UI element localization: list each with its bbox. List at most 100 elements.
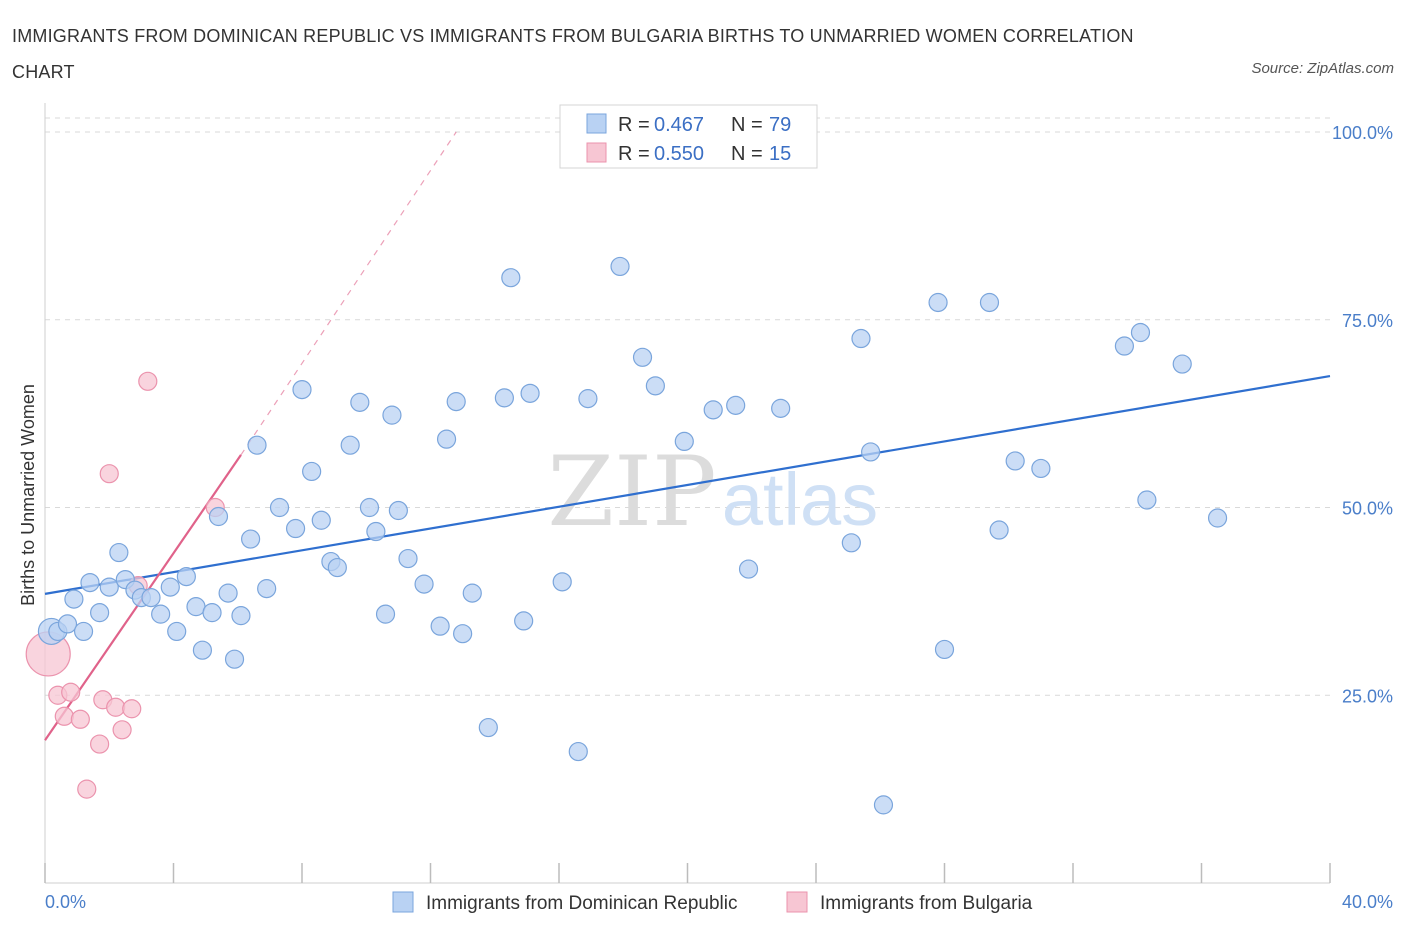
point-blue <box>292 379 312 400</box>
point-blue <box>375 604 396 624</box>
trend-line-blue <box>44 374 1331 595</box>
point-blue <box>208 506 229 527</box>
point-blue <box>610 256 630 277</box>
y-tick-label: 75.0% <box>1342 311 1393 331</box>
point-blue <box>1130 322 1151 343</box>
point-blue <box>430 616 450 636</box>
point-blue <box>186 597 206 617</box>
point-blue <box>340 435 360 455</box>
point-blue <box>382 405 402 425</box>
point-blue <box>302 461 322 482</box>
point-blue <box>192 640 213 660</box>
point-blue <box>979 292 1000 313</box>
point-pink <box>138 371 158 391</box>
point-blue <box>1207 508 1228 528</box>
point-pink <box>106 697 126 717</box>
point-blue <box>350 392 370 412</box>
series-legend-label-pink: Immigrants from Bulgaria <box>820 893 1033 914</box>
point-pink <box>54 706 74 726</box>
point-blue <box>738 559 759 579</box>
y-tick-label: 100.0% <box>1332 123 1393 143</box>
legend-r-label: R = <box>618 143 650 165</box>
y-tick-label: 50.0% <box>1342 499 1393 519</box>
point-blue <box>99 577 119 597</box>
point-blue <box>453 624 473 644</box>
point-blue <box>151 604 171 624</box>
watermark-zip: ZIP <box>547 436 716 548</box>
point-blue <box>109 542 129 563</box>
series-legend-swatch-pink <box>786 891 808 913</box>
point-blue <box>568 741 588 762</box>
point-blue <box>359 497 380 518</box>
point-blue <box>446 392 466 412</box>
point-blue <box>1137 490 1157 510</box>
stats-legend: R = 0.467 N = 79 R = 0.550 N = 15 <box>559 104 818 169</box>
point-blue <box>1172 354 1192 374</box>
axes <box>44 103 1331 884</box>
point-blue <box>64 589 84 609</box>
point-blue <box>1005 451 1025 471</box>
legend-swatch-blue <box>586 113 607 134</box>
point-blue <box>269 497 290 518</box>
series-legend-swatch-blue <box>392 891 414 913</box>
point-blue <box>478 717 498 738</box>
y-axis-label: Births to Unmarried Women <box>18 384 38 606</box>
point-blue <box>388 500 408 521</box>
point-blue <box>202 603 222 623</box>
legend-r-label: R = <box>618 114 650 136</box>
legend-n-value: 15 <box>769 143 791 165</box>
point-blue <box>771 398 791 418</box>
point-blue <box>861 442 881 462</box>
point-blue <box>80 572 100 593</box>
point-blue <box>231 606 251 626</box>
point-blue <box>462 583 482 603</box>
point-blue <box>632 347 653 367</box>
point-blue <box>989 520 1009 540</box>
point-blue <box>327 557 347 578</box>
point-blue <box>141 588 161 608</box>
data-points <box>25 256 1228 815</box>
point-blue <box>73 621 94 642</box>
point-blue <box>645 376 665 396</box>
series-legend-label-blue: Immigrants from Dominican Republic <box>426 893 738 914</box>
point-blue <box>57 614 78 634</box>
point-pink <box>70 709 90 729</box>
point-blue <box>873 795 894 815</box>
point-blue <box>726 395 746 415</box>
point-blue <box>398 548 418 569</box>
point-blue <box>501 268 521 288</box>
point-blue <box>176 566 196 587</box>
legend-r-value: 0.550 <box>654 143 704 165</box>
point-blue <box>851 328 871 349</box>
legend-swatch-pink <box>586 142 607 163</box>
legend-n-label: N = <box>731 143 763 165</box>
watermark-atlas: atlas <box>722 458 878 541</box>
point-blue <box>1031 458 1051 479</box>
chart-title: IMMIGRANTS FROM DOMINICAN REPUBLIC VS IM… <box>12 26 1134 82</box>
legend-n-value: 79 <box>769 114 791 136</box>
point-blue <box>285 518 306 539</box>
point-blue <box>414 574 434 594</box>
x-tick-label: 40.0% <box>1342 892 1393 912</box>
point-blue <box>928 292 948 313</box>
point-pink <box>90 734 110 754</box>
point-blue <box>841 533 861 553</box>
watermark: ZIP atlas <box>547 436 878 548</box>
point-blue <box>494 388 514 408</box>
point-blue <box>247 435 267 455</box>
point-pink <box>122 699 142 719</box>
y-tick-label: 25.0% <box>1342 686 1393 706</box>
point-blue <box>311 510 331 530</box>
point-blue <box>224 649 245 669</box>
point-blue <box>674 431 694 452</box>
point-blue <box>241 529 261 549</box>
point-blue <box>257 579 277 599</box>
point-blue <box>160 577 180 597</box>
point-blue <box>578 389 598 409</box>
point-blue <box>552 572 572 592</box>
point-blue <box>366 521 386 542</box>
point-blue <box>167 621 187 642</box>
point-pink <box>61 682 81 702</box>
x-tick-label: 0.0% <box>45 892 86 912</box>
point-pink <box>99 464 119 484</box>
